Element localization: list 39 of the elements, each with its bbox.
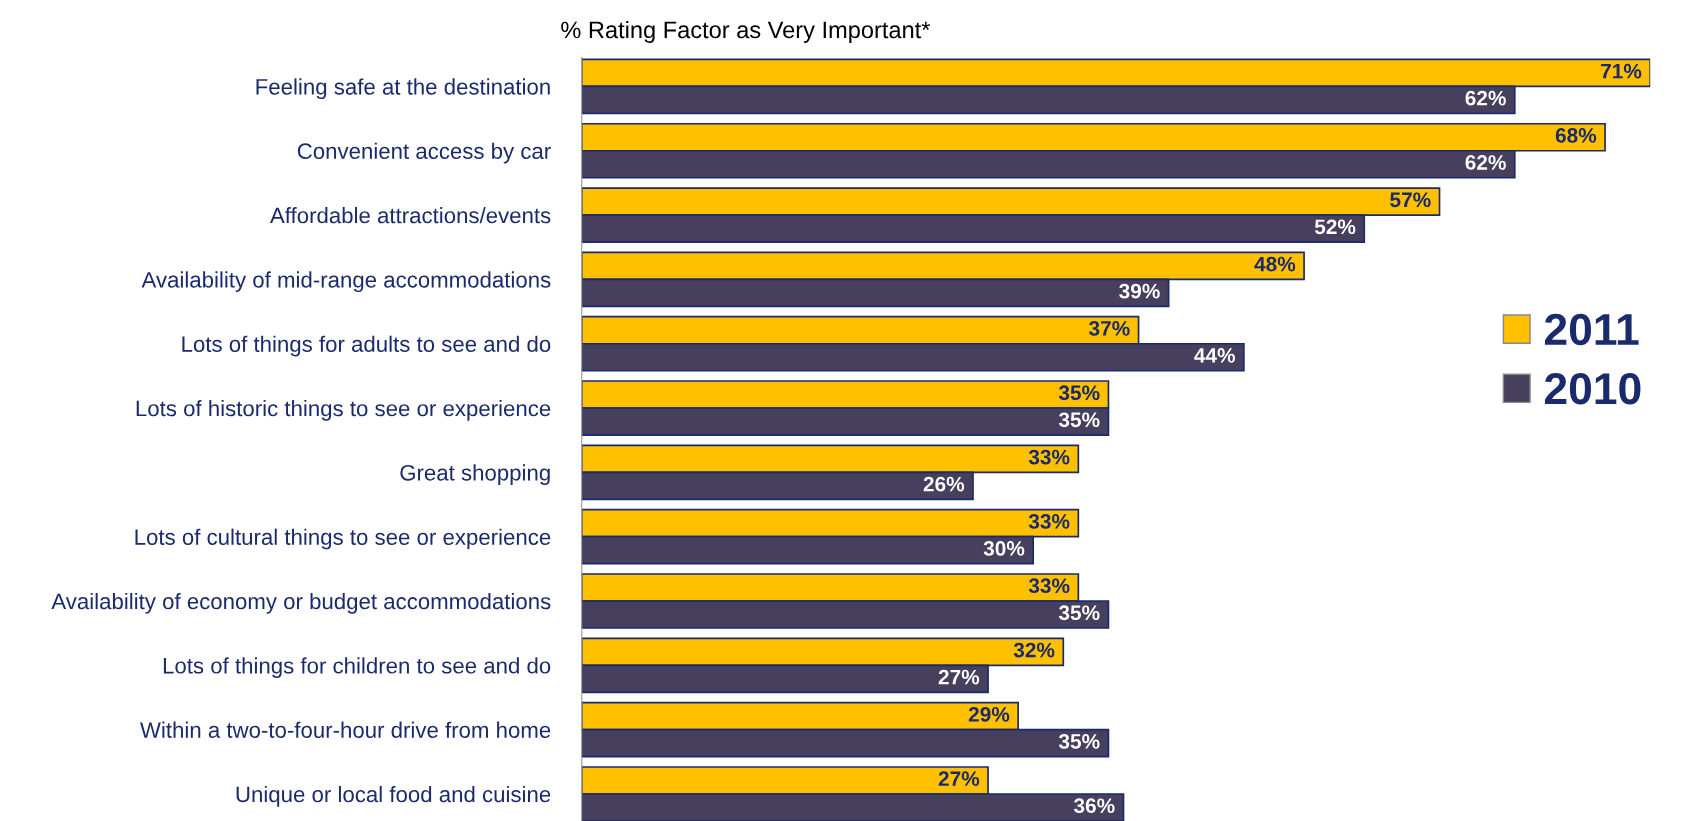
data-label: 37% (1088, 321, 1130, 336)
y-tick-label: Lots of cultural things to see or experience (135, 528, 551, 550)
data-label: 27% (938, 669, 980, 685)
data-label: 33% (1028, 449, 1070, 465)
data-label: 35% (1058, 605, 1100, 621)
y-tick-label: Availability of economy or budget accommodations (51, 592, 551, 614)
y-tick-label: Availability of mid-range accommodations (141, 271, 551, 293)
data-label: 57% (1390, 192, 1431, 208)
data-label: 30% (983, 541, 1025, 556)
data-label: 68% (1555, 128, 1597, 143)
y-tick-label: Lots of things for adults to see and do (182, 335, 551, 357)
y-tick-label: Convenient access by car (297, 142, 551, 164)
data-label: 35% (1058, 412, 1100, 428)
data-label: 33% (1028, 514, 1070, 529)
data-label: 52% (1314, 219, 1356, 235)
data-label: 71% (1601, 63, 1642, 79)
data-label: 44% (1194, 348, 1235, 363)
y-tick-label: Great shopping (400, 464, 550, 486)
data-label: 48% (1254, 256, 1296, 272)
data-label: 32% (1013, 642, 1055, 658)
legend-label: 2011 (1544, 313, 1639, 346)
y-tick-label: Lots of historic things to see or experience (136, 399, 551, 421)
chart-title: % Rating Factor as Very Important* (561, 20, 931, 43)
data-label: 62% (1465, 155, 1506, 170)
y-tick-label: Lots of things for children to see and do (163, 657, 551, 678)
data-label: 36% (1073, 798, 1115, 814)
y-tick-label: Feeling safe at the destination (256, 78, 550, 100)
y-tick-label: Within a two-to-four-hour drive from home (140, 721, 551, 738)
y-tick-label: Affordable attractions/events (269, 207, 551, 224)
data-label: 26% (923, 476, 965, 492)
data-label: 35% (1058, 385, 1100, 401)
data-label: 62% (1465, 90, 1506, 106)
data-label: 33% (1028, 578, 1070, 594)
y-tick-label: Unique or local food and cuisine (236, 785, 551, 807)
data-label: 27% (938, 771, 980, 787)
data-label: 29% (968, 706, 1010, 722)
data-label: 39% (1119, 283, 1160, 299)
legend-label: 2010 (1544, 372, 1641, 405)
data-label: 35% (1058, 734, 1100, 749)
